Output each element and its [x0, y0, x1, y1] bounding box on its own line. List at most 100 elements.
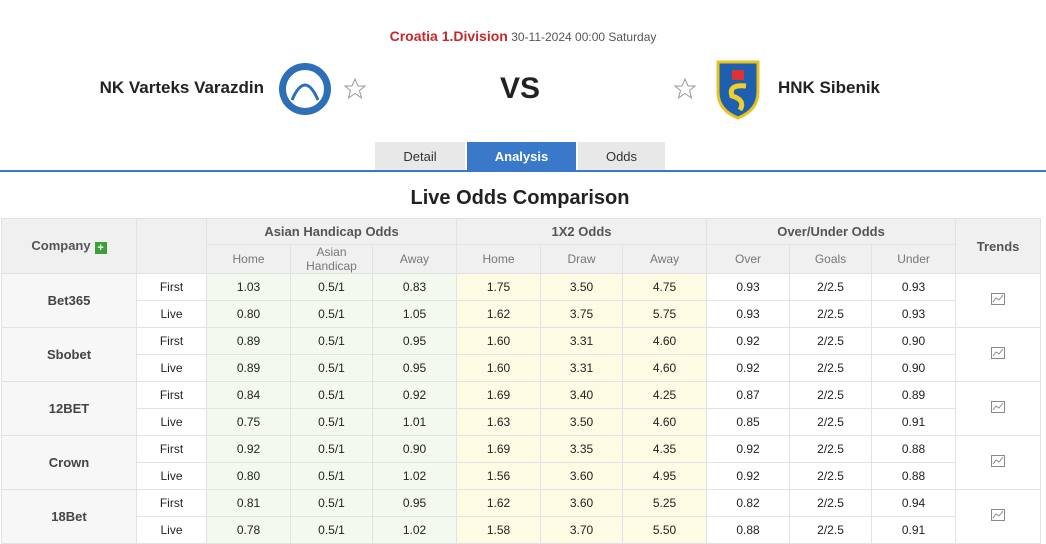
odds-table: Company + Asian Handicap Odds 1X2 Odds Ov… — [1, 218, 1042, 544]
odds-value: 0.5/1 — [290, 462, 373, 490]
group-header: Over/Under Odds — [706, 218, 957, 245]
group-header: Asian Handicap Odds — [206, 218, 457, 245]
subheader: Under — [871, 244, 957, 274]
odds-value: 4.25 — [621, 381, 708, 409]
trends-cell[interactable] — [955, 273, 1042, 328]
odds-value: 1.56 — [456, 462, 541, 490]
odds-value: 0.5/1 — [290, 273, 373, 301]
line-type: First — [136, 327, 207, 355]
odds-value: 0.85 — [706, 408, 791, 436]
trend-icon[interactable] — [991, 509, 1006, 521]
vs: VS — [499, 72, 541, 105]
odds-value: 0.93 — [871, 273, 957, 301]
odds-value: 1.69 — [456, 381, 541, 409]
odds-value: 0.81 — [206, 489, 291, 517]
odds-value: 2/2.5 — [789, 300, 873, 328]
section-title: Live Odds Comparison — [410, 187, 630, 209]
company: Crown — [1, 435, 137, 490]
trends-cell[interactable] — [955, 327, 1042, 382]
company: 18Bet — [1, 489, 137, 544]
odds-row: Bet365 First 1.03 0.5/1 0.83 1.75 3.50 4.75 0.93… — [1, 273, 1042, 328]
line-type: Live — [136, 516, 207, 544]
odds-value: 0.83 — [372, 273, 457, 301]
odds-value: 4.60 — [621, 327, 708, 355]
subheader: Over — [706, 244, 791, 274]
odds-value: 0.95 — [372, 354, 457, 382]
odds-value: 0.90 — [871, 354, 957, 382]
odds-value: 1.02 — [372, 462, 457, 490]
odds-value: 0.91 — [871, 516, 957, 544]
add-button[interactable]: + — [94, 242, 107, 254]
group-header: 1X2 Odds — [455, 218, 708, 245]
odds-value: 3.70 — [540, 516, 623, 544]
odds-row: Live 0.80 0.5/1 1.02 1.56 3.60 4.95 0.92 2/2.5 0.… — [2, 462, 1041, 490]
odds-value: 0.93 — [871, 300, 957, 328]
line-type: Live — [136, 354, 207, 382]
odds-value: 0.92 — [206, 435, 291, 463]
subheader: Draw — [540, 244, 623, 274]
tab[interactable]: Analysis — [467, 142, 576, 171]
odds-value: 0.82 — [706, 489, 791, 517]
odds-value: 0.84 — [206, 381, 291, 409]
odds-value: 0.5/1 — [290, 489, 373, 517]
odds-value: 0.5/1 — [290, 516, 373, 544]
odds-value: 0.80 — [206, 462, 291, 490]
odds-value: 3.60 — [540, 489, 623, 517]
odds-value: 1.62 — [456, 489, 541, 517]
favorite-star[interactable] — [674, 78, 696, 100]
trend-icon[interactable] — [991, 347, 1006, 359]
odds-value: 0.93 — [706, 300, 791, 328]
odds-row: Live 0.80 0.5/1 1.05 1.62 3.75 5.75 0.93 2/2.5 0.… — [2, 300, 1041, 328]
odds-row: Crown First 0.92 0.5/1 0.90 1.69 3.35 4.35 0.92 2… — [1, 435, 1042, 490]
odds-value: 1.05 — [372, 300, 457, 328]
odds-value: 4.75 — [621, 273, 708, 301]
odds-value: 2/2.5 — [789, 273, 873, 301]
odds-value: 0.5/1 — [290, 381, 373, 409]
odds-value: 4.95 — [621, 462, 708, 490]
line-type: Live — [136, 408, 207, 436]
company: Sbobet — [1, 327, 137, 382]
odds-value: 0.92 — [706, 462, 791, 490]
odds-value: 0.78 — [206, 516, 291, 544]
company: 12BET — [1, 381, 137, 436]
odds-value: 0.89 — [206, 327, 291, 355]
tab[interactable]: Odds — [578, 142, 665, 171]
odds-value: 1.02 — [372, 516, 457, 544]
odds-value: 4.60 — [621, 408, 708, 436]
trend-icon[interactable] — [991, 293, 1006, 305]
odds-row: Sbobet First 0.89 0.5/1 0.95 1.60 3.31 4.60 0.92… — [1, 327, 1042, 382]
odds-value: 0.5/1 — [290, 435, 373, 463]
odds-value: 1.60 — [456, 354, 541, 382]
trends-cell[interactable] — [955, 435, 1042, 490]
subheader-row: Home Asian Handicap Away Home Draw Away Over Go… — [2, 244, 1041, 274]
odds-value: 3.50 — [540, 408, 623, 436]
odds-value: 5.75 — [621, 300, 708, 328]
favorite-star[interactable] — [344, 78, 366, 100]
odds-value: 0.5/1 — [290, 300, 373, 328]
odds-value: 0.92 — [706, 354, 791, 382]
trend-icon[interactable] — [991, 455, 1006, 467]
odds-value: 0.90 — [372, 435, 457, 463]
odds-value: 0.95 — [372, 489, 457, 517]
odds-value: 2/2.5 — [789, 381, 873, 409]
odds-value: 3.50 — [540, 273, 623, 301]
odds-value: 2/2.5 — [789, 408, 873, 436]
trends-cell[interactable] — [955, 381, 1042, 436]
odds-value: 2/2.5 — [789, 462, 873, 490]
odds-value: 0.93 — [706, 273, 791, 301]
subheader: Away — [372, 244, 457, 274]
company-label: Company — [31, 238, 91, 253]
odds-value: 3.31 — [540, 354, 623, 382]
odds-value: 0.91 — [871, 408, 957, 436]
company-header: Company + — [1, 218, 137, 274]
subheader: Home — [456, 244, 541, 274]
trends-cell[interactable] — [955, 489, 1042, 544]
odds-value: 0.88 — [871, 462, 957, 490]
trend-icon[interactable] — [991, 401, 1006, 413]
line-type: First — [136, 489, 207, 517]
line-type: First — [136, 273, 207, 301]
line-type: Live — [136, 462, 207, 490]
tab[interactable]: Detail — [375, 142, 465, 171]
odds-value: 2/2.5 — [789, 435, 873, 463]
odds-value: 2/2.5 — [789, 354, 873, 382]
